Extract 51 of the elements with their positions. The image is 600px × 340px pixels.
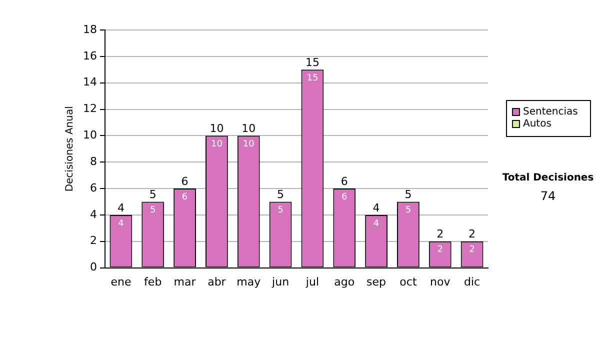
text: Total Decisiones [502,172,594,184]
y-tick-label: 18 [82,22,97,36]
legend-label: Autos [523,118,552,130]
data-label: 4 [373,218,380,229]
y-tick-label: 8 [90,154,97,168]
total-label: 4 [372,201,380,214]
total-label: 5 [149,188,156,202]
y-tick-label: 6 [90,181,97,194]
y-axis-title: Decisiones Anual [64,106,76,192]
total-label: 2 [468,228,476,241]
x-tick-label: nov [430,275,451,288]
x-tick-label: jun [271,275,290,288]
legend-label: Sentencias [523,106,578,118]
y-tick-label: 16 [82,49,97,62]
data-label: 5 [278,206,284,216]
text: 74 [540,189,556,204]
x-tick-label: feb [144,275,162,288]
data-label: 6 [342,192,348,202]
total-label: 5 [277,188,284,202]
total-label: 10 [210,122,224,136]
x-tick-label: dic [464,275,480,288]
x-tick-label: mar [174,275,196,288]
total-label: 15 [305,56,320,69]
y-tick-label: 2 [90,234,97,248]
data-label: 5 [150,206,156,216]
x-tick-label: ago [334,275,355,288]
y-tick-label: 0 [90,260,97,274]
total-label: 10 [242,122,256,136]
total-label: 6 [340,174,348,188]
x-tick-label: oct [400,275,418,288]
y-tick-label: 12 [82,102,97,116]
total-label: 4 [117,201,124,214]
total-label: 2 [436,228,444,241]
data-label: 2 [437,245,443,256]
x-tick-label: ene [110,275,132,288]
x-tick-label: jul [304,275,320,288]
y-tick-label: 4 [90,208,97,221]
data-label: 2 [469,245,475,256]
total-label: 5 [404,188,412,202]
data-label: 5 [405,206,412,216]
data-label: 15 [306,73,318,84]
data-label: 6 [182,192,188,202]
data-label: 10 [210,140,223,150]
x-tick-label: may [236,275,262,288]
x-tick-label: sep [366,275,386,288]
y-tick-label: 14 [82,76,97,89]
total-label: 6 [181,174,188,188]
y-tick-label: 10 [82,128,97,142]
x-tick-label: abr [208,275,226,288]
data-label: 10 [242,140,255,150]
data-label: 4 [118,218,124,229]
